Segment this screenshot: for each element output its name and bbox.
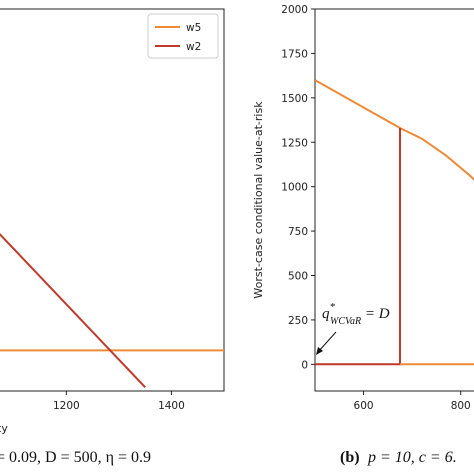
y-tick-label: 250 bbox=[288, 315, 308, 327]
plot-area bbox=[315, 79, 474, 366]
annotation-sup: * bbox=[330, 301, 336, 313]
annotation-main: q bbox=[322, 306, 330, 322]
plot-area bbox=[0, 232, 224, 388]
annotation-arrow bbox=[317, 331, 337, 353]
panel-b-frame bbox=[314, 8, 474, 392]
x-tick-label: 1200 bbox=[53, 400, 80, 412]
y-tick-label: 2000 bbox=[281, 4, 308, 16]
legend-w5-label: w5 bbox=[186, 22, 201, 34]
y-tick-label: 1750 bbox=[281, 48, 308, 60]
panel-a-frame bbox=[0, 8, 225, 392]
annotation-sub: WCVaR bbox=[330, 316, 361, 327]
panel-a-xlabel: ty bbox=[0, 422, 8, 435]
legend-w2-label: w2 bbox=[186, 41, 201, 53]
x-tick-label: 600 bbox=[354, 400, 374, 412]
y-tick-label: 0 bbox=[301, 359, 308, 371]
x-tick-label: 800 bbox=[451, 400, 471, 412]
y-tick-label: 1500 bbox=[281, 93, 308, 105]
y-tick-label: 1000 bbox=[281, 182, 308, 194]
panel-b-caption-text: p = 10, c = 6. bbox=[367, 449, 457, 466]
series-line-s0 bbox=[315, 79, 474, 181]
panel-a-caption: = 0.09, D = 500, η = 0.9 bbox=[0, 449, 151, 466]
y-tick-label: 750 bbox=[288, 226, 308, 238]
annotation-text: q* WCVaR = D bbox=[322, 301, 390, 327]
y-tick-label: 1250 bbox=[281, 137, 308, 149]
x-tick-label: 1400 bbox=[158, 400, 185, 412]
y-tick-label: 500 bbox=[288, 271, 308, 283]
panel-b-annotation: q* WCVaR = D bbox=[316, 301, 390, 355]
panel-a: 1200 1400 w5 w2 ty = 0.09, D = 500, η = 0… bbox=[0, 8, 225, 466]
series-line-s1 bbox=[315, 128, 401, 366]
panel-b: 600 800 0 250 500 750 1000 1250 1500 1750 2000 Wor… bbox=[252, 4, 474, 466]
panel-b-caption-label: (b) bbox=[340, 449, 360, 466]
legend-box bbox=[147, 13, 219, 59]
annotation-rest: = D bbox=[361, 306, 390, 322]
annotation-arrowhead bbox=[316, 347, 323, 355]
series-line-w2 bbox=[0, 232, 146, 388]
panel-b-ylabel: Worst-case conditional value-at-risk bbox=[252, 101, 265, 299]
panel-a-legend: w5 w2 bbox=[147, 13, 219, 59]
